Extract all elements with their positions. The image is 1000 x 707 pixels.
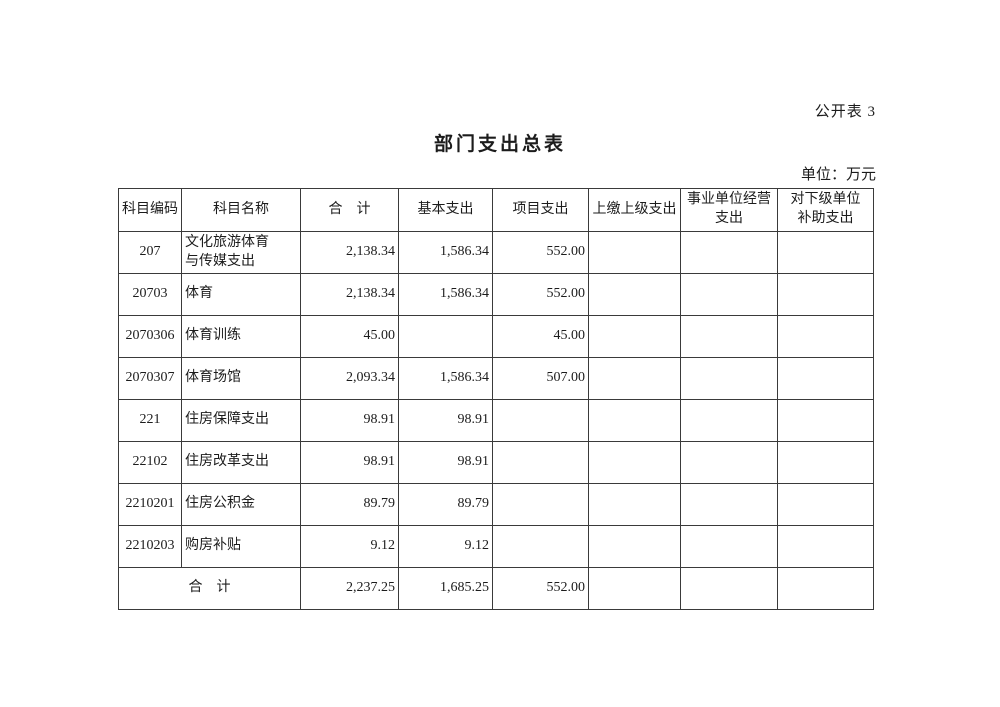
table-row: 20703 体育 2,138.34 1,586.34 552.00 [118, 273, 874, 316]
cell-project [492, 441, 589, 484]
page-title: 部门支出总表 [433, 134, 566, 155]
cell-subsidy [777, 357, 874, 400]
table-row: 2070307 体育场馆 2,093.34 1,586.34 507.00 [118, 357, 874, 400]
cell-operating [680, 567, 778, 610]
cell-operating [680, 441, 778, 484]
cell-upper-payment [588, 399, 681, 442]
cell-code: 20703 [118, 273, 182, 316]
cell-subsidy [777, 273, 874, 316]
cell-basic: 1,586.34 [398, 273, 493, 316]
cell-name: 购房补贴 [181, 525, 301, 568]
cell-subsidy [777, 483, 874, 526]
header-subject-code: 科目编码 [118, 188, 182, 232]
header-subsidy: 对下级单位 补助支出 [777, 188, 874, 232]
cell-subsidy [777, 231, 874, 274]
cell-basic: 98.91 [398, 441, 493, 484]
cell-upper-payment [588, 483, 681, 526]
cell-name: 文化旅游体育 与传媒支出 [181, 231, 301, 274]
cell-project: 552.00 [492, 567, 589, 610]
cell-name: 体育训练 [181, 315, 301, 358]
cell-subsidy [777, 525, 874, 568]
cell-project: 552.00 [492, 273, 589, 316]
cell-operating [680, 273, 778, 316]
cell-project: 507.00 [492, 357, 589, 400]
cell-upper-payment [588, 441, 681, 484]
cell-subsidy [777, 315, 874, 358]
cell-operating [680, 231, 778, 274]
cell-project: 45.00 [492, 315, 589, 358]
table-row: 2210201 住房公积金 89.79 89.79 [118, 483, 874, 526]
cell-basic: 1,586.34 [398, 231, 493, 274]
table-row: 22102 住房改革支出 98.91 98.91 [118, 441, 874, 484]
cell-upper-payment [588, 231, 681, 274]
cell-basic [398, 315, 493, 358]
cell-total: 45.00 [300, 315, 399, 358]
cell-total: 2,093.34 [300, 357, 399, 400]
cell-name: 住房保障支出 [181, 399, 301, 442]
total-row: 合 计 2,237.25 1,685.25 552.00 [118, 567, 874, 610]
cell-code: 221 [118, 399, 182, 442]
cell-upper-payment [588, 357, 681, 400]
cell-project [492, 525, 589, 568]
expenditure-table: 科目编码 科目名称 合 计 基本支出 项目支出 上缴上级支出 事业单位经营 支出… [118, 188, 874, 610]
cell-name: 体育 [181, 273, 301, 316]
header-subject-name: 科目名称 [181, 188, 301, 232]
cell-operating [680, 483, 778, 526]
cell-total: 2,138.34 [300, 231, 399, 274]
cell-upper-payment [588, 525, 681, 568]
cell-total: 89.79 [300, 483, 399, 526]
cell-subsidy [777, 567, 874, 610]
cell-total: 98.91 [300, 441, 399, 484]
cell-upper-payment [588, 315, 681, 358]
header-operating: 事业单位经营 支出 [680, 188, 778, 232]
cell-code: 2210201 [118, 483, 182, 526]
table-row: 207 文化旅游体育 与传媒支出 2,138.34 1,586.34 552.0… [118, 231, 874, 274]
cell-operating [680, 315, 778, 358]
doc-label: 公开表 3 [814, 104, 876, 120]
table-row: 221 住房保障支出 98.91 98.91 [118, 399, 874, 442]
cell-code: 2210203 [118, 525, 182, 568]
header-basic: 基本支出 [398, 188, 493, 232]
cell-upper-payment [588, 273, 681, 316]
cell-code: 22102 [118, 441, 182, 484]
header-project: 项目支出 [492, 188, 589, 232]
cell-code: 2070307 [118, 357, 182, 400]
cell-subsidy [777, 399, 874, 442]
header-upper-payment: 上缴上级支出 [588, 188, 681, 232]
cell-project [492, 399, 589, 442]
cell-basic: 1,586.34 [398, 357, 493, 400]
cell-basic: 1,685.25 [398, 567, 493, 610]
cell-operating [680, 525, 778, 568]
cell-operating [680, 357, 778, 400]
cell-basic: 89.79 [398, 483, 493, 526]
cell-total-label: 合 计 [118, 567, 301, 610]
cell-code: 207 [118, 231, 182, 274]
header-total: 合 计 [300, 188, 399, 232]
cell-project [492, 483, 589, 526]
cell-name: 住房改革支出 [181, 441, 301, 484]
table-row: 2210203 购房补贴 9.12 9.12 [118, 525, 874, 568]
cell-operating [680, 399, 778, 442]
cell-code: 2070306 [118, 315, 182, 358]
cell-basic: 9.12 [398, 525, 493, 568]
header-row: 科目编码 科目名称 合 计 基本支出 项目支出 上缴上级支出 事业单位经营 支出… [118, 188, 874, 232]
cell-total: 98.91 [300, 399, 399, 442]
cell-total: 2,237.25 [300, 567, 399, 610]
table-row: 2070306 体育训练 45.00 45.00 [118, 315, 874, 358]
cell-total: 9.12 [300, 525, 399, 568]
cell-name: 体育场馆 [181, 357, 301, 400]
cell-upper-payment [588, 567, 681, 610]
cell-basic: 98.91 [398, 399, 493, 442]
cell-project: 552.00 [492, 231, 589, 274]
unit-label: 单位：万元 [800, 167, 876, 183]
cell-subsidy [777, 441, 874, 484]
cell-name: 住房公积金 [181, 483, 301, 526]
cell-total: 2,138.34 [300, 273, 399, 316]
